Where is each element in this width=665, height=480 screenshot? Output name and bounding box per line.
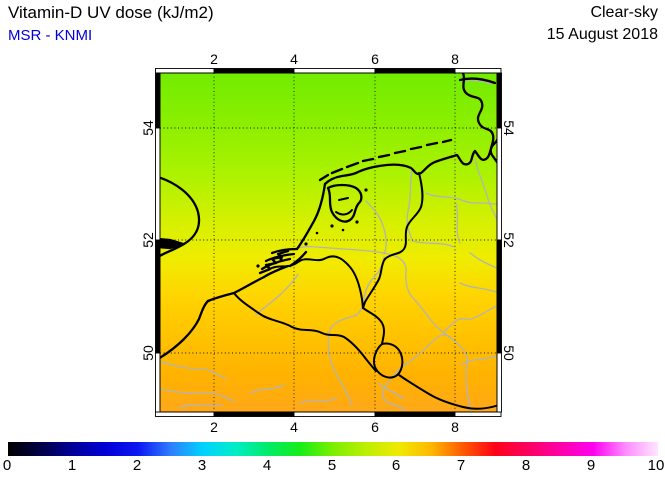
colorbar-label-1: 1 [67, 457, 77, 474]
coast-wadden-german-bight [323, 137, 497, 186]
map-plot [155, 68, 502, 417]
ijsselmeer [326, 183, 363, 223]
river-moselle [381, 334, 453, 412]
border-nl-de [362, 172, 424, 309]
border-fr-de [398, 374, 497, 410]
colorbar-label-7: 7 [456, 457, 466, 474]
uv-field [160, 73, 497, 412]
coastlines [160, 73, 497, 360]
lon-label-top-8: 8 [451, 51, 459, 67]
colorbar [8, 442, 658, 456]
lat-label-left-54: 54 [140, 120, 156, 136]
lon-label-bottom-8: 8 [451, 419, 459, 435]
border-be-fr [233, 292, 377, 372]
coast-france [160, 299, 210, 360]
border-nl-be [267, 255, 364, 309]
river-rhine [296, 245, 472, 412]
lon-label-top-6: 6 [371, 51, 379, 67]
colorbar-label-0: 0 [2, 457, 12, 474]
border-be-de [362, 307, 386, 345]
lat-label-left-50: 50 [140, 345, 156, 361]
border-luxembourg [372, 342, 404, 379]
river-somme [160, 360, 227, 380]
colorbar-gradient [8, 442, 658, 456]
source-label: MSR - KNMI [8, 27, 93, 44]
colorbar-label-6: 6 [391, 457, 401, 474]
river-weser [474, 158, 497, 221]
condition-label: Clear-sky [590, 4, 658, 21]
islets [256, 188, 368, 268]
map-frame [155, 68, 502, 417]
colorbar-label-9: 9 [586, 457, 596, 474]
colorbar-label-10: 10 [647, 457, 665, 474]
rivers [160, 79, 497, 412]
river-meuse [327, 256, 385, 406]
colorbar-label-4: 4 [262, 457, 272, 474]
page-title: Vitamin-D UV dose (kJ/m2) [8, 3, 214, 22]
river-scheldt [255, 273, 299, 316]
coast-elbe-spit [458, 77, 497, 85]
colorbar-label-5: 5 [327, 457, 337, 474]
lat-label-right-50: 50 [501, 345, 517, 361]
coast-england [160, 176, 201, 258]
colorbar-label-2: 2 [132, 457, 142, 474]
thames-estuary [160, 238, 185, 250]
lon-label-bottom-2: 2 [210, 419, 218, 435]
lat-label-right-54: 54 [501, 120, 517, 136]
river-seine [160, 388, 235, 402]
coast-holland [295, 182, 327, 251]
lon-label-bottom-6: 6 [371, 419, 379, 435]
coast-north-frisia [461, 73, 497, 165]
lon-label-top-4: 4 [290, 51, 298, 67]
wadden-islands [318, 138, 453, 182]
river-ijssel [365, 200, 387, 255]
colorbar-label-8: 8 [521, 457, 531, 474]
lat-label-left-52: 52 [140, 232, 156, 248]
date-label: 15 August 2018 [546, 26, 658, 43]
graticule [160, 73, 497, 412]
lon-label-top-2: 2 [210, 51, 218, 67]
colorbar-label-3: 3 [197, 457, 207, 474]
lat-label-right-52: 52 [501, 232, 517, 248]
river-ems [406, 170, 413, 240]
country-borders [233, 172, 497, 410]
lon-label-bottom-4: 4 [290, 419, 298, 435]
